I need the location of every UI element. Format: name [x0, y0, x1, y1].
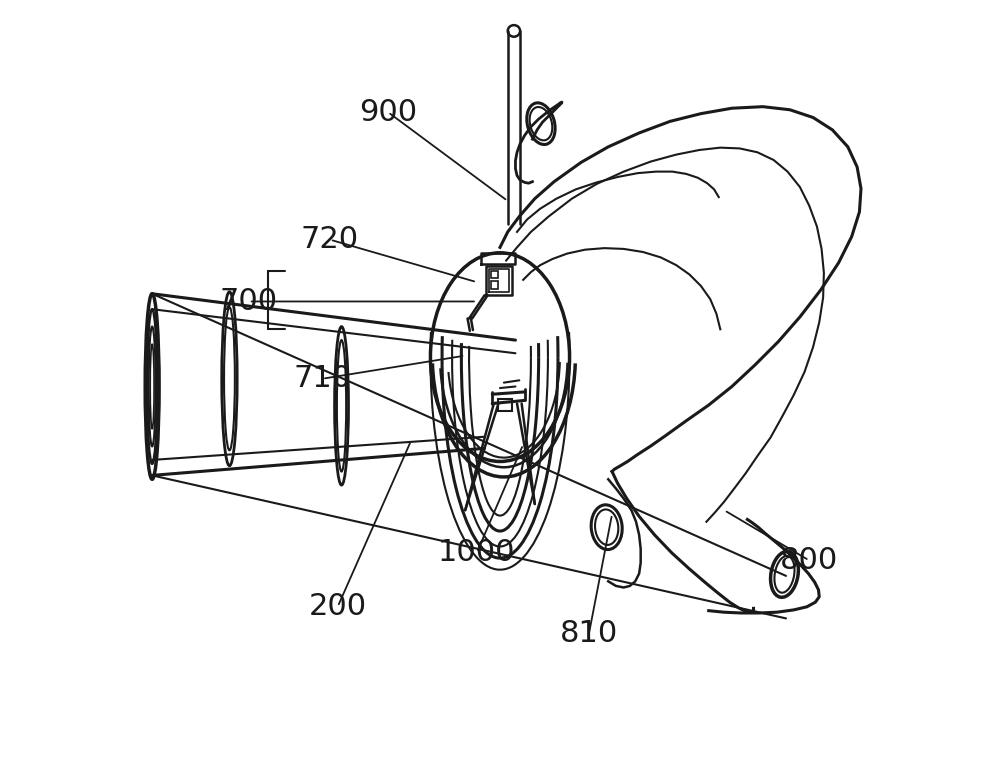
Bar	[491, 281, 498, 289]
Text: 700: 700	[220, 287, 278, 316]
Text: 1000: 1000	[438, 538, 516, 567]
Bar	[498, 399, 512, 411]
Text: 710: 710	[293, 364, 351, 393]
Text: 200: 200	[309, 592, 367, 621]
Text: 800: 800	[780, 546, 838, 575]
Text: 810: 810	[560, 619, 618, 649]
Text: 900: 900	[359, 97, 417, 127]
Bar	[491, 271, 498, 278]
Text: 720: 720	[301, 225, 359, 254]
